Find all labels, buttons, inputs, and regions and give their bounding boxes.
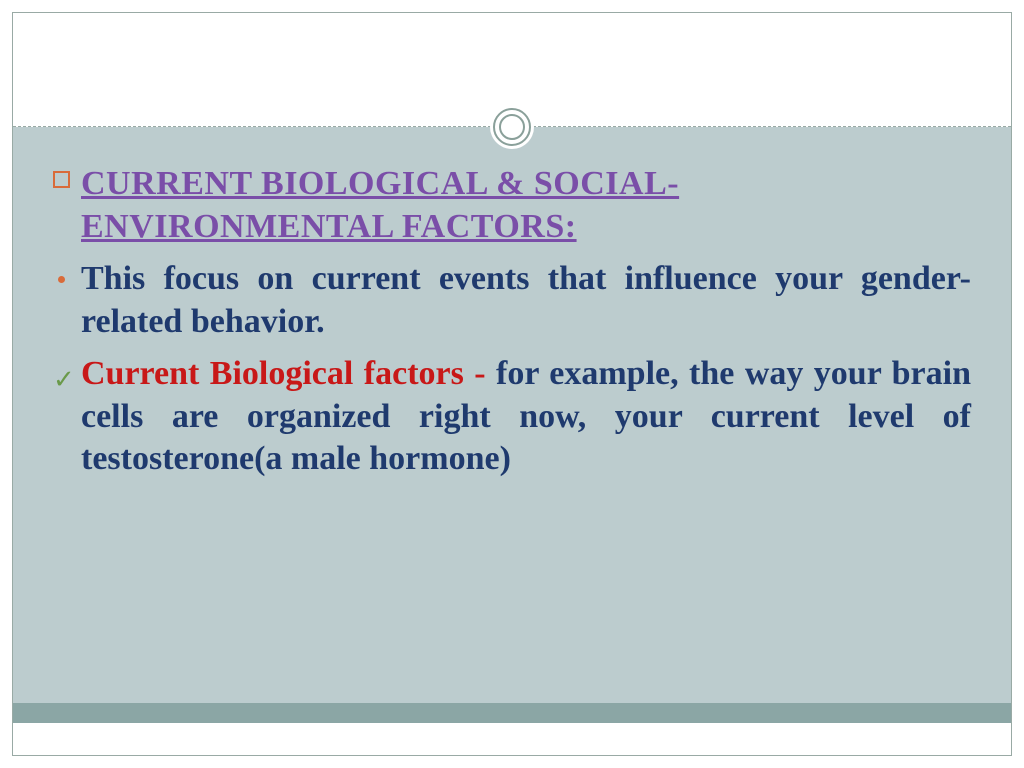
- footer-strip: [13, 703, 1011, 723]
- heading-row: CURRENT BIOLOGICAL & SOCIAL-ENVIRONMENTA…: [53, 163, 971, 248]
- dot-bullet-icon: [53, 258, 81, 288]
- slide-heading: CURRENT BIOLOGICAL & SOCIAL-ENVIRONMENTA…: [81, 163, 971, 248]
- lead-phrase: Current Biological factors -: [81, 355, 486, 392]
- ornament-circle-icon: [490, 105, 534, 149]
- bullet-item: ✓ Current Biological factors - for examp…: [53, 353, 971, 481]
- check-bullet-icon: ✓: [53, 353, 81, 393]
- slide-frame: CURRENT BIOLOGICAL & SOCIAL-ENVIRONMENTA…: [12, 12, 1012, 756]
- slide-content: CURRENT BIOLOGICAL & SOCIAL-ENVIRONMENTA…: [13, 127, 1011, 723]
- bullet-text: Current Biological factors - for example…: [81, 353, 971, 481]
- bullet-text: This focus on current events that influe…: [81, 258, 971, 343]
- square-bullet-icon: [53, 163, 81, 193]
- bullet-item: This focus on current events that influe…: [53, 258, 971, 343]
